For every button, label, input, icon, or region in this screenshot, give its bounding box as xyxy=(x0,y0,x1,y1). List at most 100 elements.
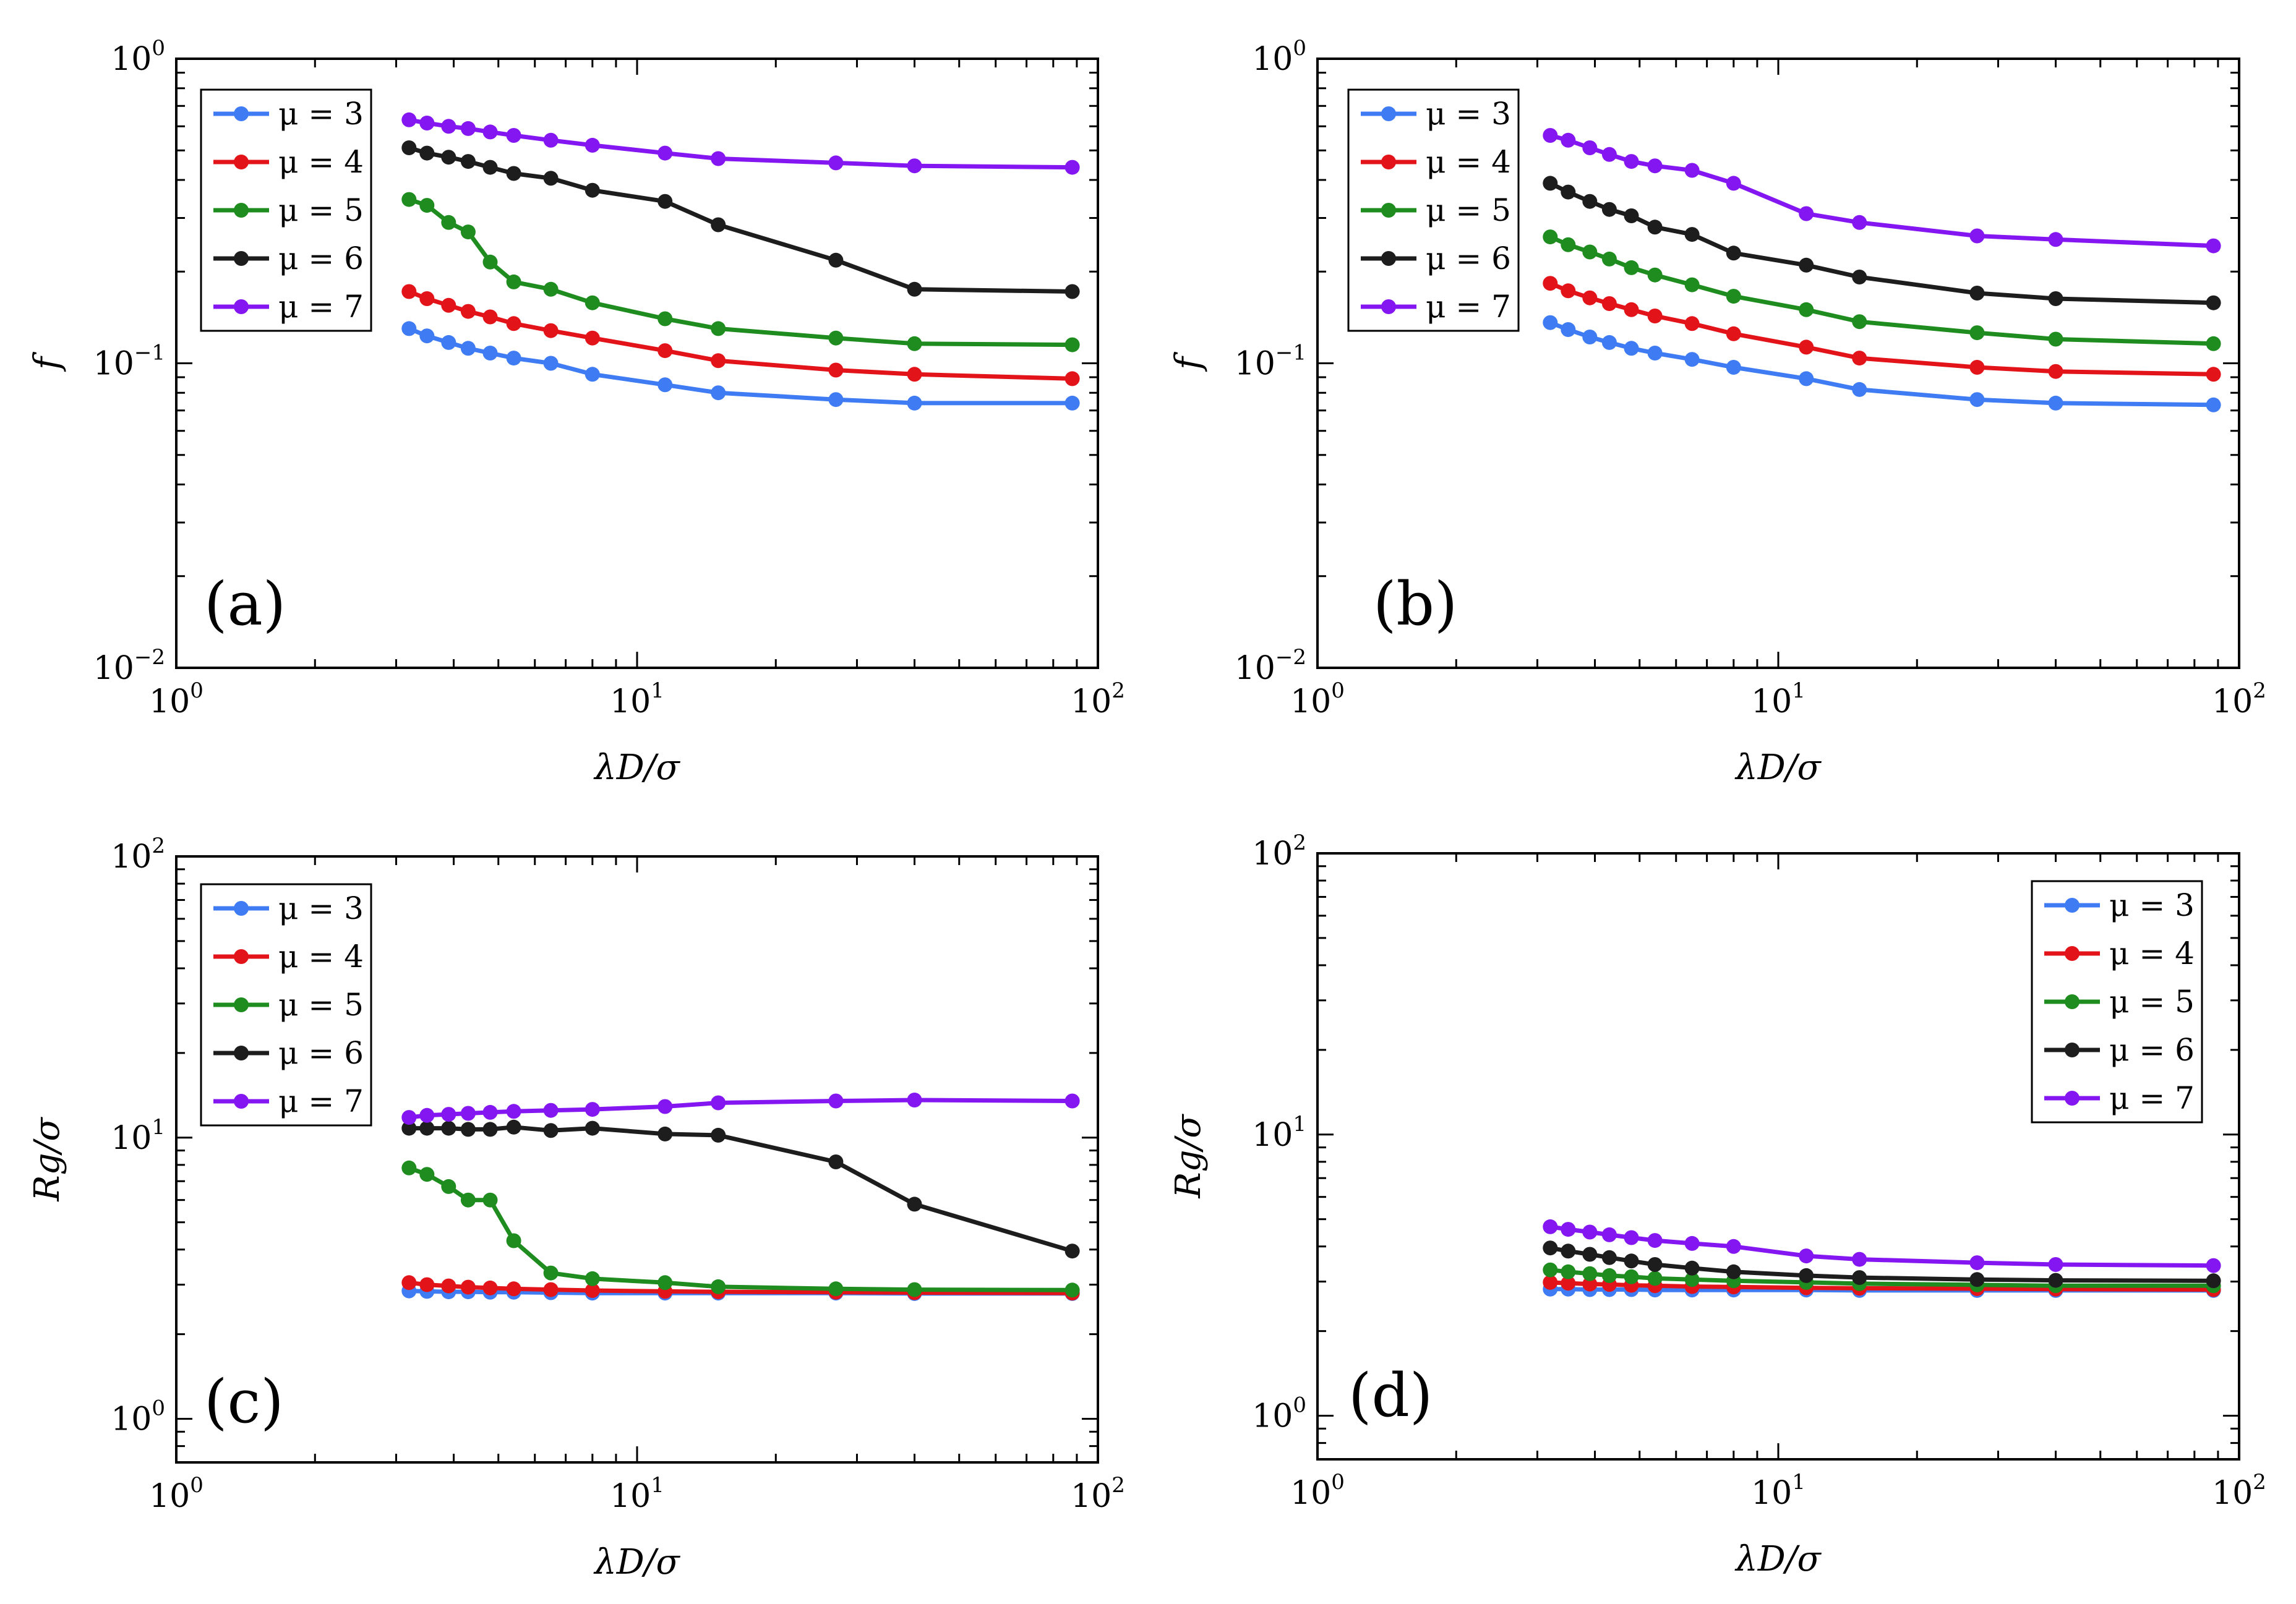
y-axis-label: f xyxy=(1168,351,1209,372)
data-point-mu-7 xyxy=(1726,176,1741,191)
legend-marker-mu-7 xyxy=(234,1094,249,1109)
data-point-mu-5 xyxy=(1969,325,1985,341)
data-point-mu-5 xyxy=(506,1233,521,1248)
data-point-mu-7 xyxy=(1852,1252,1867,1267)
data-point-mu-3 xyxy=(1624,341,1639,356)
data-point-mu-7 xyxy=(419,1107,435,1123)
legend-marker-mu-4 xyxy=(234,155,249,169)
x-tick-label: 102 xyxy=(1071,678,1125,720)
data-point-mu-5 xyxy=(2206,336,2221,351)
data-point-mu-5 xyxy=(585,1271,600,1286)
data-point-mu-7 xyxy=(1969,1255,1985,1271)
data-point-mu-5 xyxy=(907,336,922,351)
data-point-mu-7 xyxy=(907,1093,922,1107)
series-line-mu-4 xyxy=(408,289,1073,381)
data-point-mu-3 xyxy=(1726,360,1741,375)
data-point-mu-7 xyxy=(2206,1258,2221,1273)
data-point-mu-6 xyxy=(1582,194,1598,209)
data-point-mu-4 xyxy=(1064,371,1080,386)
legend-label-mu-7: μ = 7 xyxy=(2109,1080,2195,1116)
data-point-mu-4 xyxy=(401,1275,417,1290)
data-point-mu-3 xyxy=(2048,395,2063,411)
legend-marker-mu-5 xyxy=(234,997,249,1012)
data-point-mu-4 xyxy=(2206,367,2221,382)
data-point-mu-5 xyxy=(585,295,600,310)
legend-marker-mu-7 xyxy=(2065,1091,2080,1106)
data-point-mu-3 xyxy=(711,385,726,401)
data-point-mu-7 xyxy=(1799,206,1814,221)
panel-tag: (b) xyxy=(1373,570,1457,639)
x-tick-label: 100 xyxy=(1290,1470,1345,1512)
y-tick-label: 100 xyxy=(1252,1393,1306,1435)
legend: μ = 3 μ = 4 μ = 5 μ = 6 μ = 7 xyxy=(2031,880,2203,1124)
data-point-mu-5 xyxy=(401,192,417,207)
legend-marker-mu-3 xyxy=(1381,106,1396,121)
data-point-mu-7 xyxy=(658,1099,673,1114)
data-point-mu-3 xyxy=(907,395,922,411)
y-tick-label: 10−2 xyxy=(93,645,165,687)
data-point-mu-5 xyxy=(1064,1282,1080,1298)
data-point-mu-7 xyxy=(401,112,417,127)
data-point-mu-7 xyxy=(2206,238,2221,254)
data-point-mu-5 xyxy=(506,274,521,289)
data-point-mu-6 xyxy=(441,150,456,165)
data-point-mu-3 xyxy=(1799,371,1814,386)
legend-label-mu-7: μ = 7 xyxy=(1426,289,1511,325)
data-point-mu-7 xyxy=(1582,1224,1598,1240)
data-point-mu-6 xyxy=(585,182,600,198)
data-point-mu-5 xyxy=(1624,260,1639,275)
data-point-mu-6 xyxy=(1624,1253,1639,1269)
x-tick-label: 101 xyxy=(610,1473,664,1515)
data-point-mu-7 xyxy=(585,137,600,153)
x-tick-label: 102 xyxy=(2212,1470,2266,1512)
data-point-mu-5 xyxy=(419,198,435,213)
data-point-mu-6 xyxy=(2048,1273,2063,1288)
data-point-mu-4 xyxy=(1969,360,1985,375)
data-point-mu-6 xyxy=(2048,291,2063,306)
data-point-mu-4 xyxy=(441,1278,456,1294)
data-point-mu-5 xyxy=(441,1179,456,1194)
data-point-mu-5 xyxy=(419,1167,435,1182)
legend-marker-mu-5 xyxy=(234,203,249,218)
legend: μ = 3 μ = 4 μ = 5 μ = 6 μ = 7 xyxy=(200,883,372,1127)
data-point-mu-3 xyxy=(1064,395,1080,411)
chart-panel-2: 100 101 102 10−2 10−1 100 λD/σ f μ = 3 μ = 4 μ = 5… xyxy=(1168,36,2266,788)
data-point-mu-6 xyxy=(658,194,673,209)
data-point-mu-3 xyxy=(1969,392,1985,407)
data-point-mu-6 xyxy=(828,1154,844,1169)
data-point-mu-6 xyxy=(401,140,417,155)
x-axis-label: λD/σ xyxy=(1734,1539,1822,1579)
legend-marker-mu-3 xyxy=(234,901,249,916)
legend-label-mu-5: μ = 5 xyxy=(278,987,364,1023)
y-tick-label: 102 xyxy=(111,834,165,876)
data-point-mu-5 xyxy=(1726,289,1741,304)
data-point-mu-3 xyxy=(2206,397,2221,412)
data-point-mu-6 xyxy=(1647,1257,1663,1272)
x-tick-label: 100 xyxy=(149,678,203,720)
data-point-mu-7 xyxy=(441,1107,456,1122)
data-point-mu-7 xyxy=(441,119,456,134)
y-tick-label: 101 xyxy=(111,1115,165,1157)
data-point-mu-6 xyxy=(2206,295,2221,310)
data-point-mu-6 xyxy=(1561,1244,1576,1259)
data-point-mu-7 xyxy=(585,1102,600,1117)
y-tick-label: 100 xyxy=(111,1396,165,1438)
data-point-mu-5 xyxy=(907,1282,922,1297)
legend-label-mu-4: μ = 4 xyxy=(2109,936,2195,971)
data-point-mu-7 xyxy=(1647,1233,1663,1248)
data-point-mu-6 xyxy=(1969,1272,1985,1287)
legend-label-mu-3: μ = 3 xyxy=(2109,887,2195,923)
data-point-mu-5 xyxy=(1601,251,1617,267)
data-point-mu-4 xyxy=(585,1283,600,1298)
legend-label-mu-3: μ = 3 xyxy=(278,890,364,926)
data-point-mu-5 xyxy=(1601,1268,1617,1283)
data-point-mu-7 xyxy=(482,124,498,140)
series-line-mu-7 xyxy=(408,117,1073,170)
data-point-mu-7 xyxy=(1543,1219,1558,1234)
data-point-mu-4 xyxy=(419,1277,435,1292)
legend-label-mu-5: μ = 5 xyxy=(278,192,364,228)
legend-label-mu-4: μ = 4 xyxy=(1426,144,1511,180)
